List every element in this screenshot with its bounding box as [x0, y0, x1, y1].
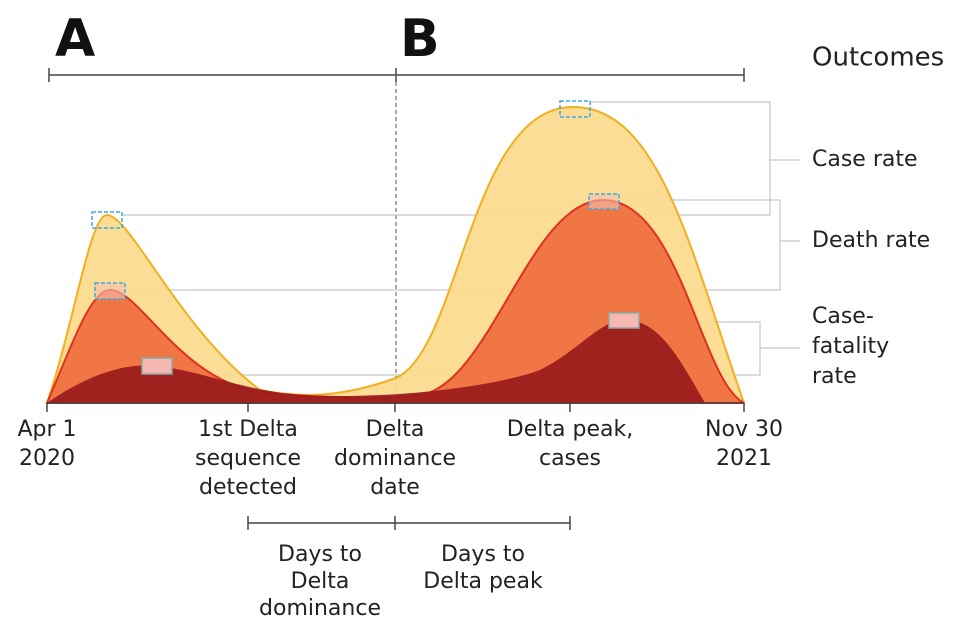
- timeline-brackets: [48, 68, 745, 403]
- timeline-label: dominance: [334, 446, 456, 471]
- interval-label: Delta: [291, 569, 350, 594]
- panel-label: A: [55, 9, 95, 69]
- timeline-label: Delta: [366, 417, 425, 442]
- timeline-label: Apr 1: [17, 417, 76, 442]
- timeline-label: cases: [539, 446, 601, 471]
- outcome-label: fatality: [812, 334, 889, 359]
- timeline-label: sequence: [195, 446, 301, 471]
- outcomes-title: Outcomes: [812, 43, 944, 73]
- timeline-label: date: [370, 475, 420, 500]
- interval-label: Delta peak: [423, 569, 543, 594]
- timeline-label: Delta peak,: [507, 417, 633, 442]
- interval-label: dominance: [259, 596, 381, 619]
- interval-label: Days to: [278, 542, 362, 567]
- panel-label: B: [400, 9, 440, 69]
- outcome-label: Case-: [812, 304, 874, 329]
- outcome-label: rate: [812, 364, 857, 389]
- interval-brackets: [247, 516, 571, 530]
- outcome-label: Case rate: [812, 147, 918, 172]
- timeline-label: 2020: [19, 446, 75, 471]
- timeline-label: 2021: [716, 446, 772, 471]
- timeline-label: 1st Delta: [198, 417, 298, 442]
- timeline-label: Nov 30: [705, 417, 783, 442]
- interval-label: Days to: [441, 542, 525, 567]
- peak-markers: [91, 100, 640, 375]
- timeline-label: detected: [199, 475, 297, 500]
- outcome-label: Death rate: [812, 228, 930, 253]
